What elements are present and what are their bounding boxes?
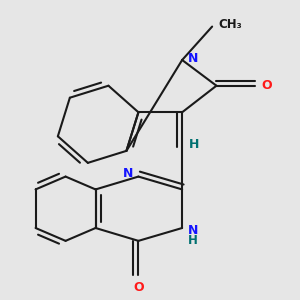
Text: N: N: [122, 167, 133, 180]
Text: O: O: [133, 281, 144, 294]
Text: O: O: [261, 79, 272, 92]
Text: N: N: [188, 52, 199, 65]
Text: H: H: [189, 137, 200, 151]
Text: CH₃: CH₃: [219, 18, 242, 32]
Text: H: H: [188, 233, 198, 247]
Text: N: N: [188, 224, 199, 237]
